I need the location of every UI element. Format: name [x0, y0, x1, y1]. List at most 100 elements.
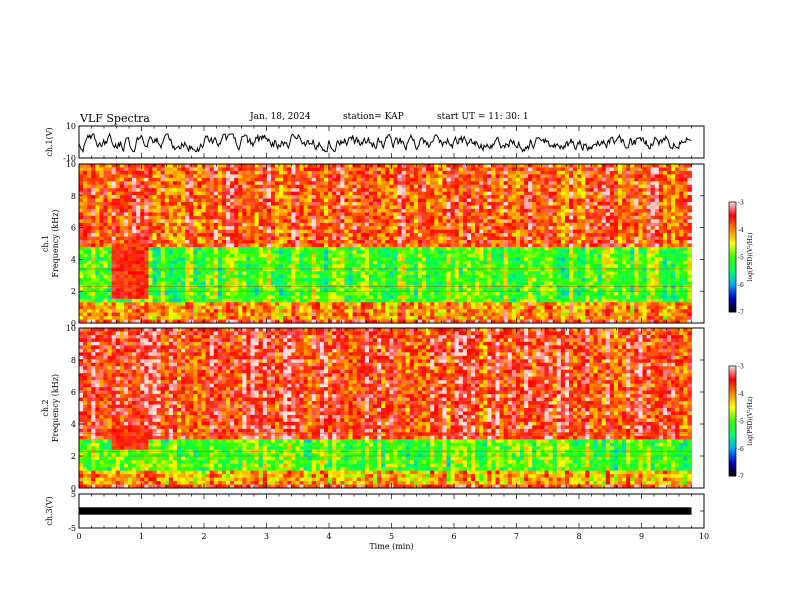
ch2-spectrogram-colorbar-cell [729, 432, 736, 435]
ch1-spectrogram-colorbar-cell [729, 299, 736, 302]
ch2-spectrogram-colorbar-cell [729, 400, 736, 404]
ch1-spectrogram-colorbar-cell [729, 235, 736, 238]
ch1-spectrogram-colorbar-cell [729, 220, 736, 223]
ch2-spectrogram-colorbar-cell [729, 459, 736, 462]
ch2-spectrogram-colorbar-cell [729, 450, 736, 453]
ch2-spectrogram-colorbar-cell [729, 468, 736, 471]
ch2-spectrogram-colorbar-cell [729, 421, 736, 424]
ch2-spectrogram-colorbar-cell [729, 454, 736, 457]
ch1-spectrogram-colorbar-cell [729, 218, 736, 221]
ch1-spectrogram-colorbar-cell [729, 264, 736, 267]
x-tick-label: 4 [326, 532, 331, 541]
ch1-spectrogram-colorbar-cell [729, 249, 736, 252]
ch1-waveform-ytick-label: 10 [66, 122, 76, 131]
ch1-spectrogram-colorbar-cell [729, 301, 736, 304]
ch2-spectrogram-colorbar-cell [729, 380, 736, 383]
ch3-waveform-band [79, 507, 692, 515]
ch1-spectrogram-colorbar-tick: -6 [738, 282, 744, 289]
ch1-spectrogram-colorbar-cell [729, 268, 736, 271]
ch2-spectrogram-colorbar-cell [729, 391, 736, 394]
ch1-waveform-line [78, 132, 692, 154]
ch2-spectrogram-colorbar-cell [729, 457, 736, 460]
ch1-spectrogram-colorbar-cell [729, 242, 736, 245]
ch1-spectrogram-colorbar-cell [729, 205, 736, 208]
ch2-spectrogram-colorbar-cell [729, 428, 736, 431]
ch2-spectrogram-colorbar-cell [729, 399, 736, 402]
ch2-spectrogram-ytick-label: 2 [71, 452, 76, 461]
ch1-spectrogram-colorbar-cell [729, 290, 736, 293]
ch2-spectrogram-colorbar-cell [729, 415, 736, 418]
ch1-spectrogram-colorbar-cell [729, 295, 736, 298]
ch1-spectrogram-colorbar-tick: -3 [738, 200, 744, 207]
x-tick-label: 1 [139, 532, 144, 541]
ch1-spectrogram-colorbar-cell [729, 233, 736, 236]
ch1-spectrogram-colorbar-cell [729, 271, 736, 274]
ch2-spectrogram-colorbar-cell [729, 413, 736, 416]
ch1-spectrogram-colorbar-cell [729, 251, 736, 254]
x-axis-label: Time (min) [369, 542, 413, 551]
ch1-spectrogram-colorbar-cell [729, 297, 736, 300]
ch2-spectrogram-colorbar-cell [729, 465, 736, 468]
ch2-spectrogram-colorbar-cell [729, 373, 736, 376]
date-label: Jan. 18, 2024 [250, 112, 311, 122]
ch1-spectrogram-ytick-label: 4 [71, 255, 76, 264]
ch2-spectrogram-ytick-label: 10 [66, 324, 76, 333]
ch2-spectrogram-colorbar-tick: -5 [738, 419, 744, 426]
ch2-spectrogram-colorbar-cell [729, 408, 736, 411]
ch1-spectrogram-colorbar-cell [729, 277, 736, 280]
ch1-spectrogram-cells [79, 164, 692, 324]
ch2-spectrogram-ytick-label: 0 [71, 484, 76, 493]
ch1-spectrogram-colorbar-cell [729, 213, 736, 216]
x-tick-label: 2 [201, 532, 206, 541]
ch2-spectrogram-colorbar-cell [729, 388, 736, 391]
ch2-spectrogram-ytick-label: 6 [71, 388, 76, 397]
ch1-spectrogram-colorbar-cell [729, 286, 736, 289]
x-tick-label: 8 [576, 532, 581, 541]
ch2-spectrogram-colorbar-cell [729, 448, 736, 451]
ch2-spectrogram-colorbar-cell [729, 384, 736, 387]
ch2-spectrogram-colorbar-cell [729, 369, 736, 372]
ch2-spectrogram-colorbar-cell [729, 402, 736, 405]
ch1-spectrogram-colorbar-cell [729, 306, 736, 309]
ch1-spectrogram-colorbar-cell [729, 202, 736, 205]
ch1-spectrogram-colorbar-cell [729, 255, 736, 258]
ch2-spectrogram-colorbar-tick: -3 [738, 364, 744, 371]
ch1-spectrogram-ytick-label: 8 [71, 192, 76, 201]
ch2-spectrogram-colorbar-cell [729, 439, 736, 442]
ch2-spectrogram-ytick-label: 4 [71, 420, 76, 429]
ch1-spectrogram-colorbar-label: log(PSD)(V²/Hz) [747, 233, 754, 282]
ch1-spectrogram-colorbar-cell [729, 284, 736, 287]
ch2-spectrogram-colorbar-tick: -6 [738, 446, 744, 453]
ch1-spectrogram-colorbar-cell [729, 236, 736, 240]
ch1-spectrogram-colorbar-cell [729, 260, 736, 263]
chart-title: VLF Spectra [80, 112, 150, 125]
ch1-spectrogram-colorbar-cell [729, 203, 736, 207]
ch2-spectrogram-ylabel: Frequency (kHz) [51, 374, 60, 442]
ch2-spectrogram-colorbar-cell [729, 424, 736, 427]
x-tick-label: 0 [76, 532, 81, 541]
ch1-spectrogram-colorbar-tick: -7 [738, 310, 744, 317]
ch1-spectrogram-colorbar-cell [729, 266, 736, 269]
ch1-spectrogram-colorbar-cell [729, 262, 736, 265]
ch2-spectrogram-colorbar-cell [729, 461, 736, 464]
ch1-spectrogram-colorbar-cell [729, 229, 736, 232]
ch2-spectrogram-colorbar-cell [729, 444, 736, 448]
station-label: station= KAP [343, 112, 404, 122]
ch2-spectrogram-colorbar-cell [729, 446, 736, 449]
ch1-spectrogram-colorbar-cell [729, 275, 736, 278]
x-tick-label: 7 [514, 532, 519, 541]
ch1-spectrogram-colorbar-cell [729, 253, 736, 256]
ch1-spectrogram-colorbar-cell [729, 214, 736, 218]
ch2-spectrogram-colorbar-cell [729, 367, 736, 371]
ch2-spectrogram-ylabel: ch.2 [41, 399, 50, 416]
ch2-spectrogram-colorbar-cell [729, 417, 736, 420]
ch2-spectrogram-colorbar-cell [729, 382, 736, 385]
ch2-spectrogram-colorbar-tick: -4 [738, 391, 744, 398]
ch1-spectrogram-ytick-label: 0 [71, 319, 76, 328]
ch1-spectrogram-colorbar-cell [729, 216, 736, 219]
ch1-spectrogram-colorbar-cell [729, 279, 736, 282]
ch1-spectrogram-colorbar-tick: -4 [738, 227, 744, 234]
ch1-waveform-ytick-label: -10 [63, 154, 76, 163]
ch1-spectrogram-colorbar-cell [729, 244, 736, 247]
